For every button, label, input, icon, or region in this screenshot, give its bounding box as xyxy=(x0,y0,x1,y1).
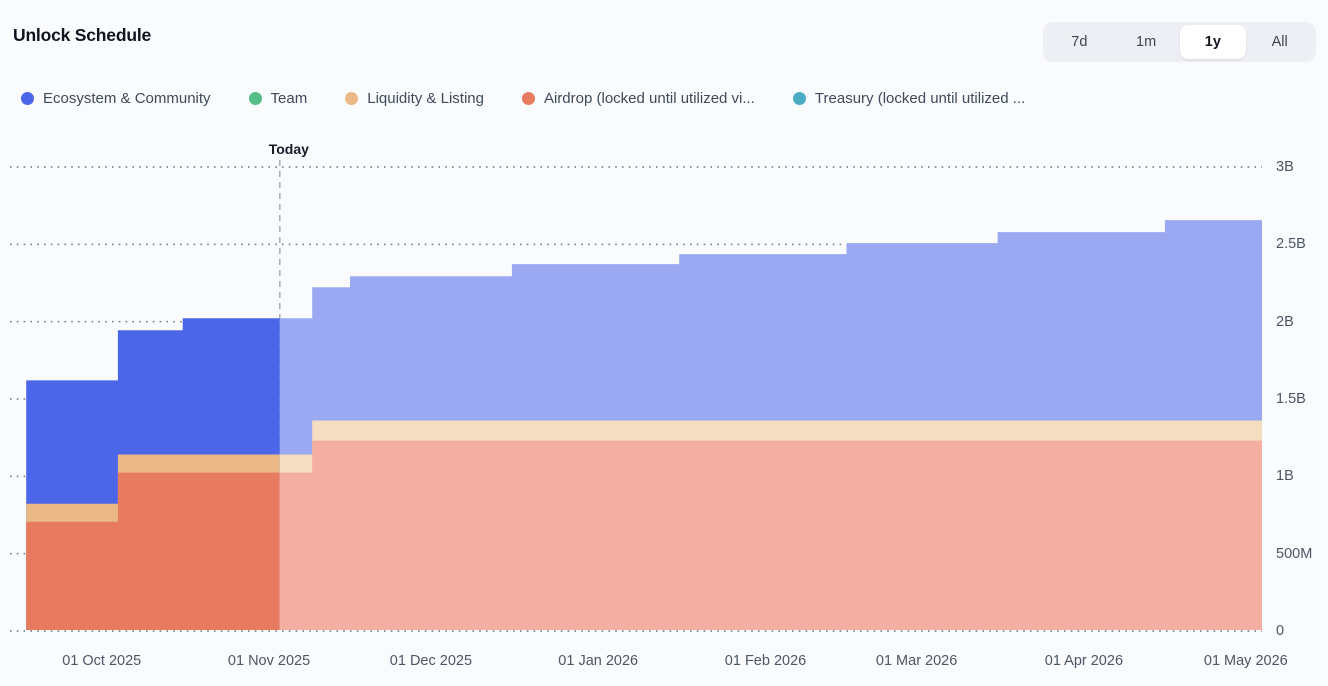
range-button-7d[interactable]: 7d xyxy=(1046,25,1113,59)
area-stack-past xyxy=(26,318,280,630)
legend-label: Liquidity & Listing xyxy=(367,90,484,107)
x-axis-label-01-Apr-2026: 01 Apr 2026 xyxy=(1044,653,1124,669)
legend-item-treasury[interactable]: Treasury (locked until utilized ... xyxy=(792,90,1026,107)
y-axis-label-2B: 2B xyxy=(1276,313,1294,330)
range-button-all[interactable]: All xyxy=(1246,25,1313,59)
legend-item-team[interactable]: Team xyxy=(248,90,308,107)
legend-label: Treasury (locked until utilized ... xyxy=(814,90,1026,107)
treasury-series-dot-icon xyxy=(792,92,806,105)
x-axis-label-01-Nov-2025: 01 Nov 2025 xyxy=(227,653,311,669)
airdrop-area-past xyxy=(26,472,280,630)
x-axis-label-01-Jan-2026: 01 Jan 2026 xyxy=(558,653,639,669)
y-axis-label-0: 0 xyxy=(1276,623,1285,639)
liquidity-series-dot-icon xyxy=(345,92,359,105)
chart-legend: Ecosystem & Community Team Liquidity & Lis… xyxy=(21,90,1025,107)
range-button-1m[interactable]: 1m xyxy=(1113,25,1180,59)
unlock-schedule-chart[interactable] xyxy=(0,140,1328,686)
time-range-selector: 7d 1m 1y All xyxy=(1043,22,1316,62)
legend-label: Airdrop (locked until utilized vi... xyxy=(543,90,755,107)
y-axis-label-2.5B: 2.5B xyxy=(1276,236,1306,253)
x-axis-label-01-Oct-2025: 01 Oct 2025 xyxy=(62,653,142,669)
legend-label: Ecosystem & Community xyxy=(43,90,211,107)
area-stack-future xyxy=(279,220,1262,630)
x-axis-label-01-May-2026: 01 May 2026 xyxy=(1203,653,1288,669)
ecosystem-series-dot-icon xyxy=(21,92,34,105)
today-label: Today xyxy=(268,141,309,157)
y-axis-label-500M: 500M xyxy=(1276,545,1313,562)
legend-item-liquidity[interactable]: Liquidity & Listing xyxy=(345,90,484,107)
y-axis-label-1B: 1B xyxy=(1276,468,1294,485)
team-series-dot-icon xyxy=(248,92,262,105)
x-axis-label-01-Dec-2025: 01 Dec 2025 xyxy=(389,653,473,669)
x-axis-label-01-Feb-2026: 01 Feb 2026 xyxy=(724,653,807,669)
range-button-1y[interactable]: 1y xyxy=(1179,25,1247,59)
airdrop-area-future xyxy=(279,440,1262,630)
legend-item-airdrop[interactable]: Airdrop (locked until utilized vi... xyxy=(521,90,755,107)
legend-item-ecosystem[interactable]: Ecosystem & Community xyxy=(21,90,211,107)
y-axis-label-1.5B: 1.5B xyxy=(1276,391,1306,407)
legend-label: Team xyxy=(270,90,308,107)
page-title: Unlock Schedule xyxy=(13,25,152,45)
x-axis-label-01-Mar-2026: 01 Mar 2026 xyxy=(875,653,958,669)
y-axis-label-3B: 3B xyxy=(1276,159,1294,175)
airdrop-series-dot-icon xyxy=(521,92,535,105)
